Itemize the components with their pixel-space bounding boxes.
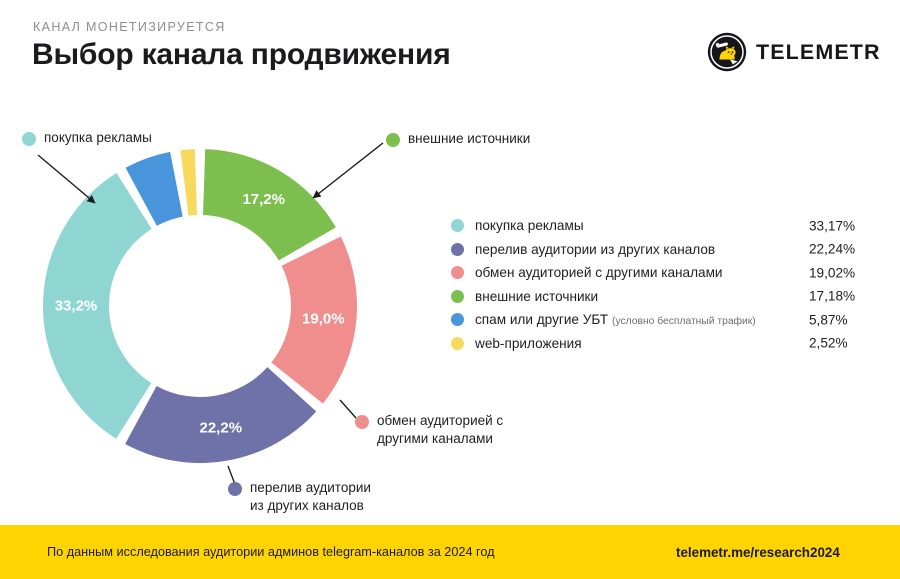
legend-value: 17,18% — [809, 288, 856, 304]
donut-slice[interactable] — [125, 367, 317, 463]
donut-slice[interactable] — [125, 151, 183, 226]
legend-value: 33,17% — [809, 218, 856, 234]
legend-label: внешние источники — [475, 288, 599, 304]
legend-label: спам или другие УБТ (условно бесплатный т… — [475, 312, 756, 328]
callout-label: перелив аудитории из других каналов — [250, 480, 371, 513]
legend-color-swatch — [451, 266, 464, 280]
donut-slice[interactable] — [42, 173, 152, 439]
donut-slice[interactable] — [203, 149, 336, 261]
callout-label: покупка рекламы — [44, 130, 152, 145]
callout-dot — [355, 415, 369, 429]
donut-slice-value: 22,2% — [200, 420, 243, 437]
callout-label: обмен аудиторией с другими каналами — [377, 413, 504, 446]
footer-link[interactable]: telemetr.me/research2024 — [676, 544, 840, 560]
legend-color-swatch — [451, 336, 464, 350]
legend-row[interactable]: перелив аудитории из других каналов 22,24… — [451, 238, 871, 262]
legend-row[interactable]: обмен аудиторией с другими каналами 19,02… — [451, 261, 871, 285]
legend-color-swatch — [451, 219, 464, 233]
callout-pereliv-auditorii: перелив аудитории из других каналов — [228, 479, 371, 515]
legend-row[interactable]: спам или другие УБТ (условно бесплатный т… — [451, 308, 871, 332]
donut-slice-value: 19,0% — [302, 311, 345, 328]
legend-label: web-приложения — [475, 335, 582, 351]
callout-obmen-auditoriey: обмен аудиторией с другими каналами — [355, 412, 503, 448]
chart-legend: покупка рекламы 33,17% перелив аудитории и… — [451, 214, 871, 355]
telemetr-cat-telescope-icon — [707, 32, 747, 72]
logo-wordmark: TELEMETR — [756, 39, 881, 64]
legend-label: обмен аудиторией с другими каналами — [475, 265, 723, 281]
legend-color-swatch — [451, 313, 464, 327]
legend-row[interactable]: покупка рекламы 33,17% — [451, 214, 871, 238]
donut-slice-value: 17,2% — [242, 191, 285, 208]
callout-vneshnie-istochniki: внешние источники — [386, 130, 530, 148]
donut-chart: 17,2% 19,0% 22,2% 33,2% — [0, 140, 420, 490]
callout-label: внешние источники — [408, 131, 531, 146]
callout-dot — [386, 133, 400, 147]
telemetr-logo: TELEMETR — [707, 32, 881, 72]
eyebrow-text: КАНАЛ МОНЕТИЗИРУЕТСЯ — [33, 20, 226, 34]
legend-value: 22,24% — [809, 241, 856, 257]
footer-note: По данным исследования аудитории админов… — [47, 545, 495, 559]
callout-dot — [228, 482, 242, 496]
legend-value: 2,52% — [809, 335, 848, 351]
legend-label-note: (условно бесплатный трафик) — [612, 316, 756, 328]
legend-color-swatch — [451, 242, 464, 256]
legend-label: перелив аудитории из других каналов — [475, 241, 716, 257]
donut-slice-group — [42, 149, 357, 463]
callout-pokupka-reklamy: покупка рекламы — [22, 129, 152, 147]
legend-label: покупка рекламы — [475, 218, 584, 234]
donut-slice[interactable] — [271, 236, 357, 404]
page-header: КАНАЛ МОНЕТИЗИРУЕТСЯ Выбор канала продви… — [0, 0, 900, 100]
callout-dot — [22, 132, 36, 146]
donut-slice-value: 33,2% — [55, 297, 98, 314]
donut-label-group: 17,2% 19,0% 22,2% 33,2% — [55, 191, 345, 437]
legend-row[interactable]: web-приложения 2,52% — [451, 332, 871, 356]
donut-slice[interactable] — [180, 149, 197, 216]
legend-value: 19,02% — [809, 265, 856, 281]
legend-value: 5,87% — [809, 312, 848, 328]
footer-banner: По данным исследования аудитории админов… — [0, 525, 900, 579]
page-title: Выбор канала продвижения — [32, 38, 451, 71]
legend-color-swatch — [451, 289, 464, 303]
legend-row[interactable]: внешние источники 17,18% — [451, 285, 871, 309]
